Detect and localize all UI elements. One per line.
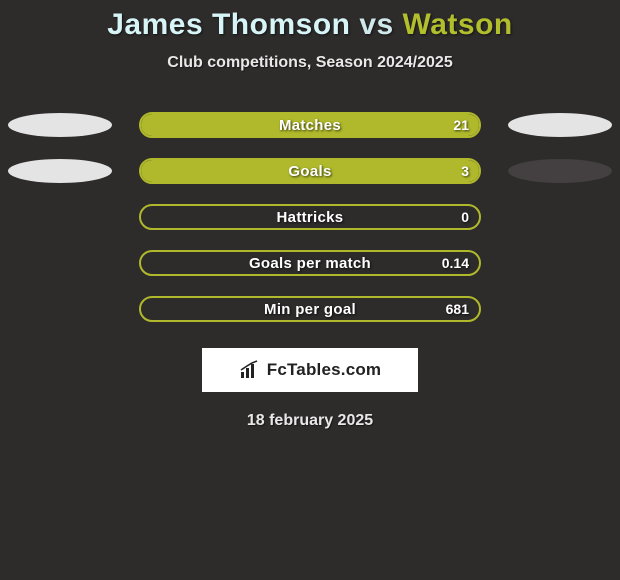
title: James Thomson vs Watson (0, 8, 620, 42)
logo-box: FcTables.com (202, 348, 418, 392)
bar-value-right: 681 (446, 298, 469, 320)
comparison-card: James Thomson vs Watson Club competition… (0, 0, 620, 430)
bar-value-right: 0.14 (442, 252, 469, 274)
bar-value-right: 21 (453, 114, 469, 136)
bar-label: Min per goal (141, 298, 479, 320)
subtitle: Club competitions, Season 2024/2025 (0, 54, 620, 72)
stat-row: Hattricks 0 (0, 204, 620, 230)
bar-track: Matches 21 (139, 112, 481, 138)
bar-label: Goals per match (141, 252, 479, 274)
bar-track: Goals 3 (139, 158, 481, 184)
left-indicator-ellipse (8, 159, 112, 183)
bar-label: Matches (141, 114, 479, 136)
bar-label: Hattricks (141, 206, 479, 228)
bar-track: Hattricks 0 (139, 204, 481, 230)
bar-track: Goals per match 0.14 (139, 250, 481, 276)
logo-text: FcTables.com (267, 360, 382, 380)
title-player2: Watson (403, 8, 513, 41)
bar-value-right: 0 (461, 206, 469, 228)
bar-value-right: 3 (461, 160, 469, 182)
bar-label: Goals (141, 160, 479, 182)
right-indicator-ellipse (508, 113, 612, 137)
bar-track: Min per goal 681 (139, 296, 481, 322)
comparison-chart: Matches 21 Goals 3 Hattricks 0 (0, 112, 620, 322)
stat-row: Goals per match 0.14 (0, 250, 620, 276)
left-indicator-ellipse (8, 113, 112, 137)
title-player1: James Thomson (107, 8, 350, 41)
right-indicator-ellipse (508, 159, 612, 183)
bar-chart-icon (239, 360, 261, 380)
stat-row: Min per goal 681 (0, 296, 620, 322)
stat-row: Matches 21 (0, 112, 620, 138)
stat-row: Goals 3 (0, 158, 620, 184)
date-line: 18 february 2025 (0, 412, 620, 430)
title-vs: vs (359, 8, 393, 41)
